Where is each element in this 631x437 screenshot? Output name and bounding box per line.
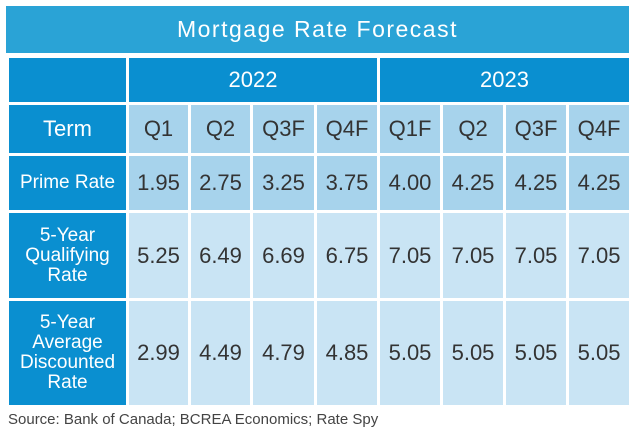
rate-cell: 6.75 [313,210,381,301]
row-label-qualifying-rate: 5-Year Qualifying Rate [6,210,129,301]
table-row: 5-Year Qualifying Rate 5.25 6.49 6.69 6.… [6,210,631,301]
rate-cell: 7.05 [440,210,507,301]
table-row: Prime Rate 1.95 2.75 3.25 3.75 4.00 4.25… [6,153,631,213]
rate-cell: 3.75 [313,153,381,213]
rate-cell: 4.25 [503,153,570,213]
year-header-row: 2022 2023 [6,55,631,105]
rate-cell: 4.25 [440,153,507,213]
rate-cell: 5.25 [126,210,191,301]
table-title: Mortgage Rate Forecast [6,6,629,53]
rate-cell: 6.49 [188,210,253,301]
rate-cell: 5.05 [566,298,631,408]
rate-cell: 4.00 [377,153,444,213]
rate-cell: 6.69 [250,210,317,301]
rate-cell: 2.75 [188,153,253,213]
rate-cell: 4.85 [313,298,381,408]
year-2023-header: 2023 [377,55,631,105]
quarter-header: Q1F [377,102,444,156]
quarter-header: Q4F [566,102,631,156]
quarter-header: Q2 [440,102,507,156]
rate-cell: 5.05 [440,298,507,408]
source-note: Source: Bank of Canada; BCREA Economics;… [8,411,379,428]
quarter-header-row: Term Q1 Q2 Q3F Q4F Q1F Q2 Q3F Q4F [6,102,631,156]
rate-cell: 7.05 [566,210,631,301]
quarter-header: Q3F [250,102,317,156]
forecast-table-frame: Mortgage Rate Forecast 2022 2023 Term Q1… [6,6,631,408]
quarter-header: Q1 [126,102,191,156]
term-header: Term [6,102,129,156]
row-label-discounted-rate: 5-Year Average Discounted Rate [6,298,129,408]
rate-cell: 4.25 [566,153,631,213]
rate-cell: 5.05 [377,298,444,408]
table-row: 5-Year Average Discounted Rate 2.99 4.49… [6,298,631,408]
rate-cell: 5.05 [503,298,570,408]
forecast-table: 2022 2023 Term Q1 Q2 Q3F Q4F Q1F Q2 Q3F … [6,55,631,408]
row-label-text: 5-Year Average Discounted Rate [19,312,116,393]
rate-cell: 7.05 [377,210,444,301]
quarter-header: Q3F [503,102,570,156]
row-label-text: 5-Year Qualifying Rate [25,224,110,286]
rate-cell: 1.95 [126,153,191,213]
rate-cell: 3.25 [250,153,317,213]
row-label-text: Prime Rate [19,172,116,193]
rate-cell: 4.79 [250,298,317,408]
rate-cell: 4.49 [188,298,253,408]
quarter-header: Q2 [188,102,253,156]
rate-cell: 7.05 [503,210,570,301]
row-label-prime-rate: Prime Rate [6,153,129,213]
rate-cell: 2.99 [126,298,191,408]
year-spacer [6,55,129,105]
quarter-header: Q4F [313,102,381,156]
year-2022-header: 2022 [125,55,381,105]
